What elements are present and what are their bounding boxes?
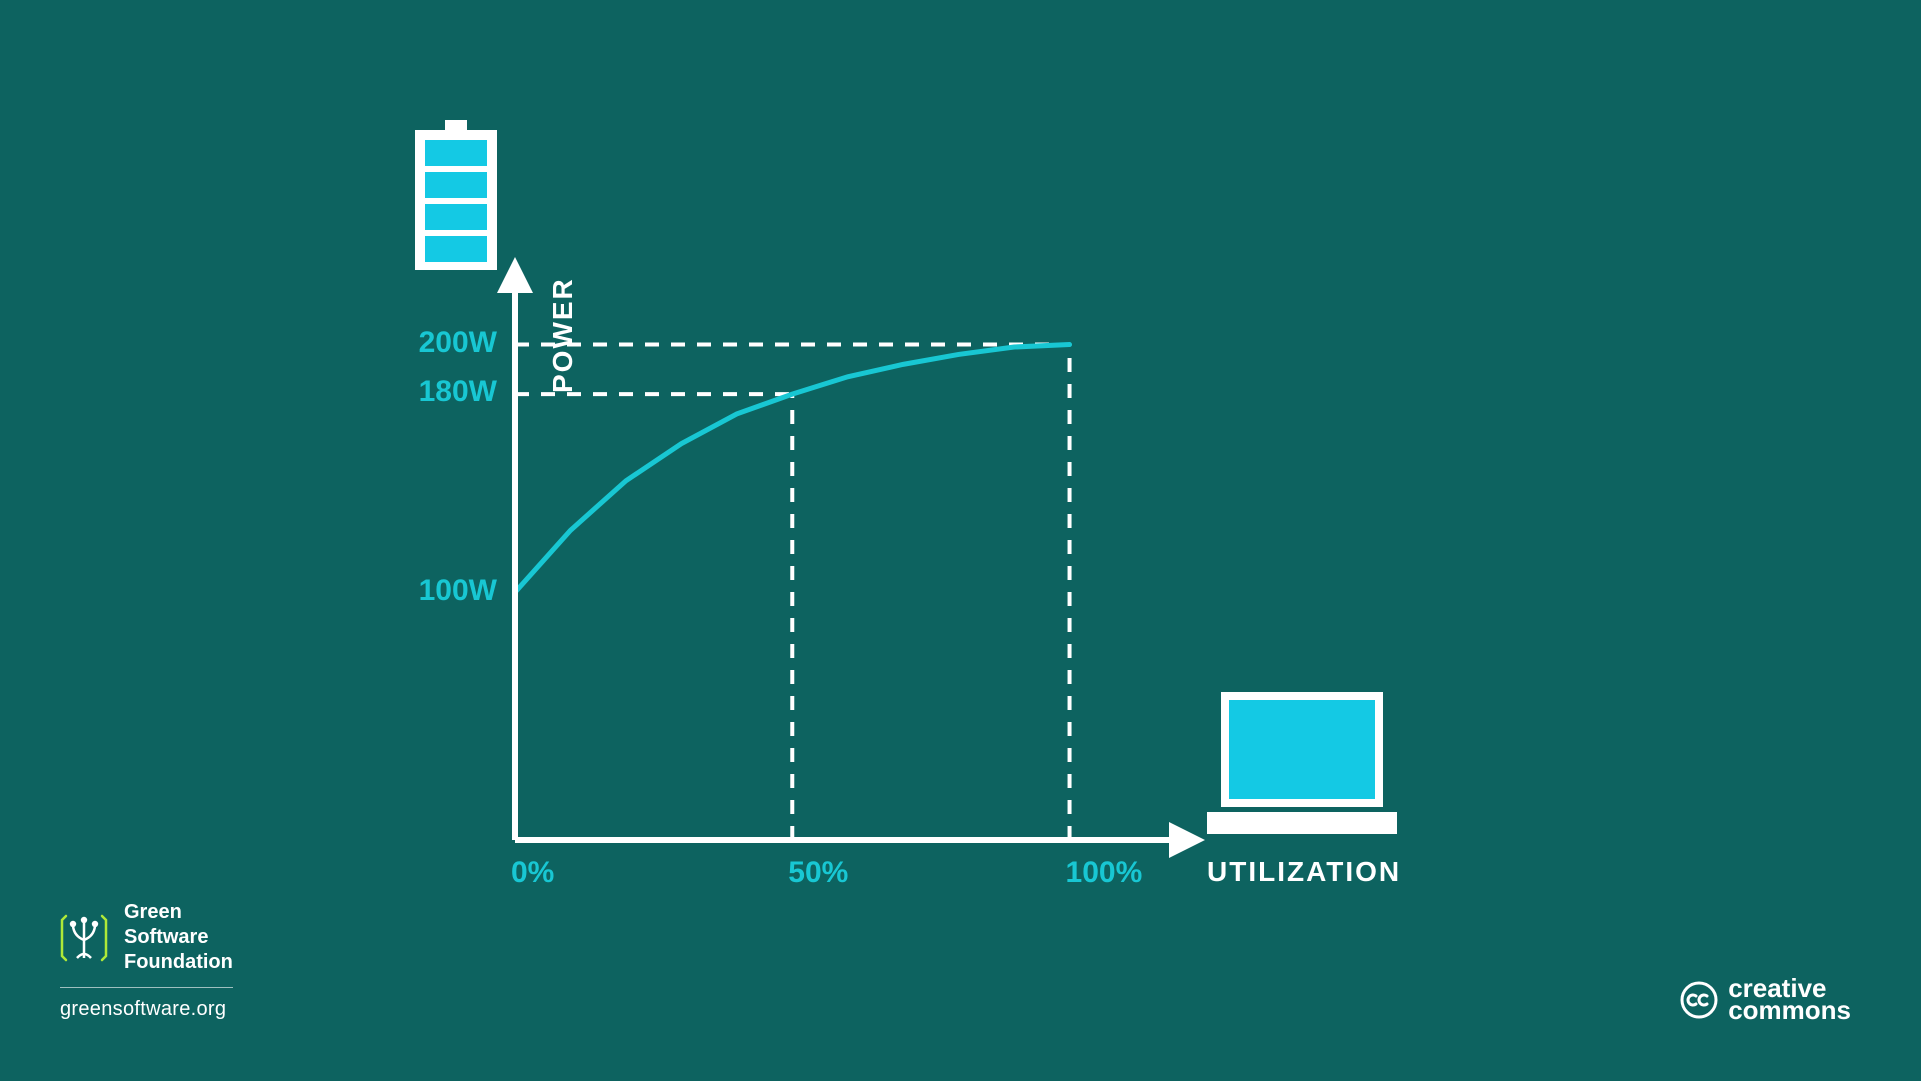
x-tick-label: 100% — [1066, 856, 1143, 890]
x-tick-label: 50% — [788, 856, 848, 890]
slide-stage: POWER UTILIZATION — [0, 0, 1921, 1081]
battery-icon — [415, 120, 497, 270]
power-utilization-chart — [0, 0, 1921, 1081]
cc-logo-icon — [1680, 981, 1718, 1019]
footer-cc: creative commons — [1680, 978, 1851, 1021]
y-tick-label: 100W — [419, 574, 497, 608]
org-line-3: Foundation — [124, 950, 233, 975]
org-url: greensoftware.org — [60, 987, 233, 1021]
laptop-icon — [1207, 692, 1397, 842]
org-line-2: Software — [124, 925, 233, 950]
cc-line-2: commons — [1728, 1000, 1851, 1021]
y-tick-label: 200W — [419, 326, 497, 360]
y-tick-label: 180W — [419, 375, 497, 409]
x-axis-title: UTILIZATION — [1207, 856, 1401, 888]
gsf-logo-icon — [60, 910, 108, 966]
y-axis-title: POWER — [547, 277, 579, 393]
x-tick-label: 0% — [511, 856, 554, 890]
org-line-1: Green — [124, 900, 233, 925]
footer-org: Green Software Foundation greensoftware.… — [60, 900, 233, 1021]
